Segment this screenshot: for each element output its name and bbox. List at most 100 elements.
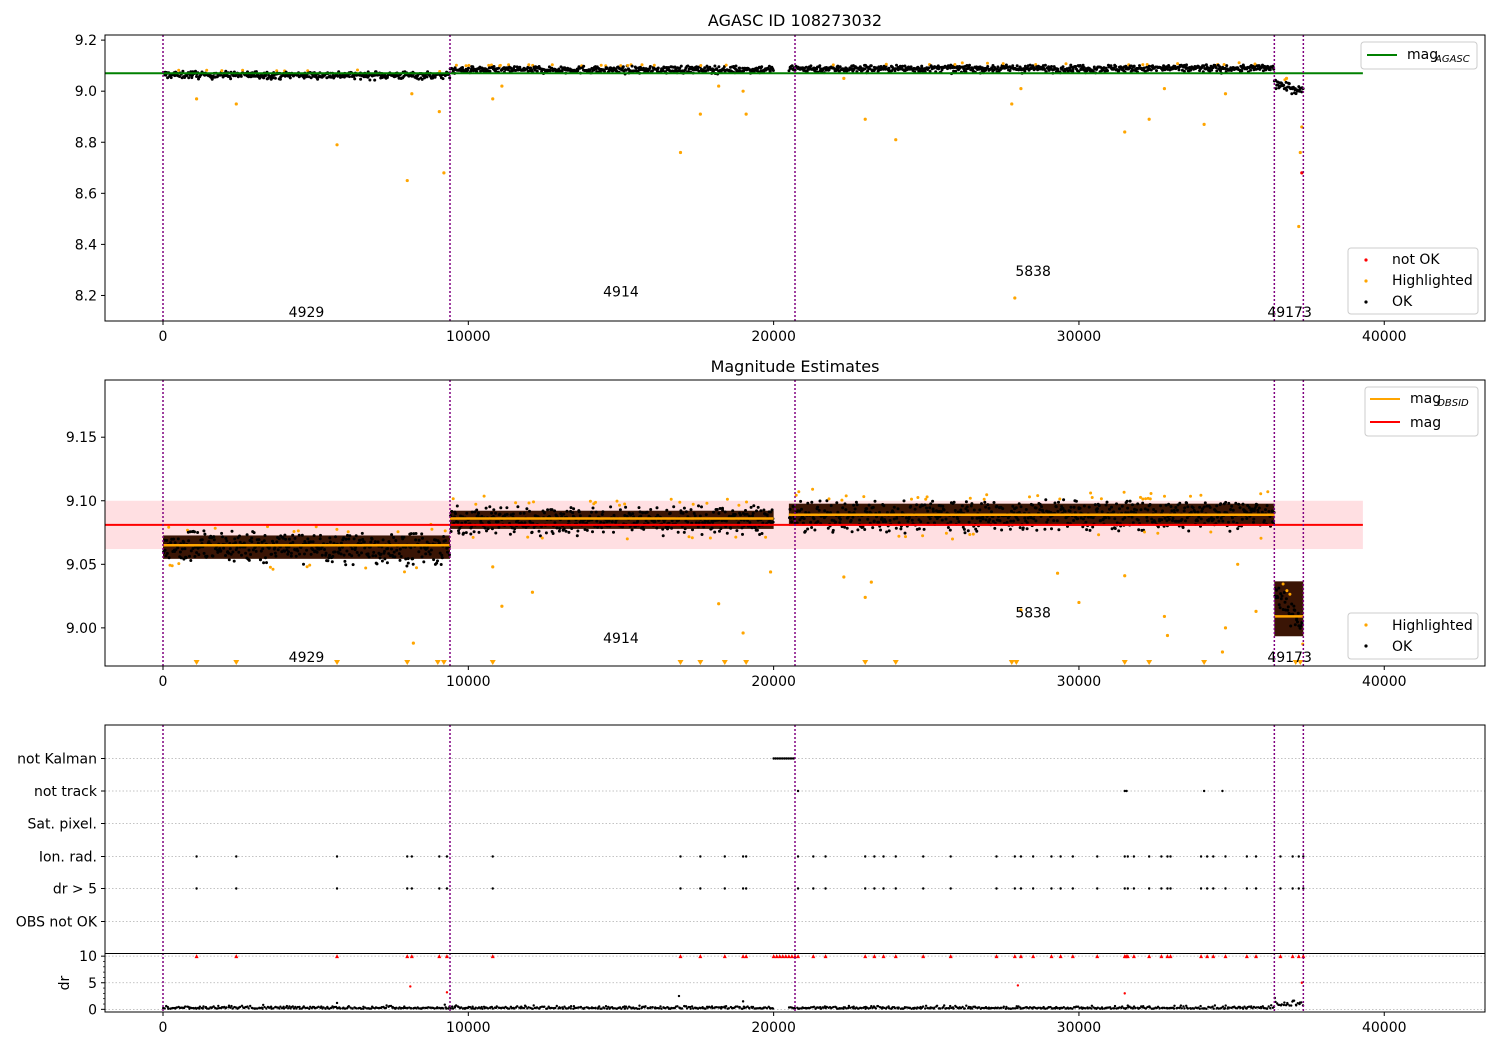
ok-point	[1011, 64, 1015, 68]
ok-point	[229, 77, 233, 81]
ok-point	[409, 546, 413, 550]
ok-point	[942, 508, 946, 512]
panel2-ytick-label: 9.00	[66, 621, 97, 637]
ok-point	[1221, 519, 1225, 523]
ok-point	[283, 549, 286, 553]
ok-point	[718, 507, 722, 510]
ok-point	[905, 516, 908, 520]
flag-row-label: OBS not OK	[16, 915, 98, 931]
dr-point	[231, 1007, 234, 1010]
highlighted-point	[268, 565, 272, 569]
ok-point	[986, 65, 990, 68]
ok-point	[812, 517, 816, 521]
ok-point	[928, 69, 932, 73]
highlighted-outlier	[234, 102, 238, 106]
ok-point	[1104, 503, 1108, 507]
ok-point	[591, 530, 594, 534]
flag-marker	[335, 855, 339, 858]
ok-point	[1012, 519, 1015, 523]
clipped-low-marker	[233, 660, 240, 665]
dr-point	[201, 1007, 204, 1010]
ok-point	[885, 511, 889, 514]
ok-point	[221, 535, 224, 539]
ok-point	[465, 511, 469, 515]
highlighted-point	[897, 534, 901, 538]
ok-point	[594, 510, 598, 514]
highlighted-point	[1209, 530, 1213, 534]
reference-legend-label: mag	[1407, 47, 1438, 63]
ok-point	[212, 535, 216, 539]
ok-point	[1289, 624, 1293, 628]
ok-point	[605, 520, 609, 524]
ok-point	[591, 506, 595, 510]
panel1-title: AGASC ID 108273032	[708, 11, 882, 30]
ok-point	[348, 552, 351, 556]
dr-clipped-marker	[994, 954, 999, 959]
ok-point	[787, 69, 791, 73]
ok-point	[305, 75, 309, 79]
ok-point	[1219, 502, 1223, 506]
highlighted-point	[1222, 63, 1226, 66]
ok-point	[992, 501, 996, 504]
ok-point	[1000, 528, 1004, 532]
ok-point	[1280, 594, 1284, 598]
ok-point	[263, 534, 267, 537]
dr-point	[908, 1006, 912, 1009]
ok-point	[1219, 516, 1223, 520]
dr-point	[1138, 1006, 1141, 1010]
dr-point	[592, 1006, 595, 1010]
ok-point	[1196, 510, 1200, 514]
ok-point	[599, 520, 603, 524]
ok-point	[1262, 519, 1266, 523]
ok-point	[702, 525, 706, 529]
ok-point	[464, 531, 468, 535]
ok-point	[1113, 527, 1117, 530]
ok-point	[328, 536, 332, 540]
ok-point	[789, 516, 792, 520]
dr-point	[1017, 1005, 1020, 1008]
ok-point	[679, 64, 683, 68]
ok-point	[1230, 516, 1234, 520]
dr-point	[487, 1007, 490, 1010]
dr-point	[1134, 1006, 1137, 1010]
dr-point	[359, 1007, 363, 1010]
dr-point	[1005, 1005, 1008, 1009]
ok-point	[232, 559, 236, 563]
ok-point	[1189, 510, 1193, 514]
ok-point	[724, 519, 728, 523]
highlighted-point	[1122, 490, 1126, 494]
highlighted-point	[205, 68, 209, 72]
ok-point	[700, 533, 704, 536]
dr-point	[1228, 1006, 1231, 1009]
dr-point	[659, 1005, 662, 1008]
highlighted-point	[527, 501, 531, 505]
dr-point	[893, 1007, 897, 1010]
dr-point	[965, 1004, 968, 1007]
highlighted-outlier	[744, 112, 748, 116]
ok-point	[729, 526, 733, 530]
dr-point	[362, 1005, 365, 1008]
flag-marker	[235, 887, 238, 890]
ok-point	[1184, 519, 1187, 523]
highlighted-point	[916, 496, 920, 499]
ok-point	[469, 532, 473, 536]
flag-marker	[1059, 887, 1062, 890]
highlighted-point	[862, 495, 866, 499]
ok-point	[1057, 528, 1061, 532]
ok-point	[429, 548, 433, 552]
flag-marker	[788, 757, 792, 760]
dr-point	[583, 1006, 586, 1010]
ok-point	[970, 502, 974, 506]
highlighted-point	[1266, 490, 1270, 494]
highlighted-point	[464, 64, 468, 68]
highlighted-point	[640, 63, 644, 67]
panel1-xtick-label: 0	[159, 329, 168, 345]
ok-point	[398, 547, 402, 551]
obsid-label: 49173	[1267, 305, 1312, 321]
ok-point	[446, 550, 449, 554]
dr-point	[948, 1007, 951, 1010]
ok-point	[492, 65, 496, 68]
highlighted-point	[831, 63, 835, 67]
ok-point	[363, 546, 367, 550]
